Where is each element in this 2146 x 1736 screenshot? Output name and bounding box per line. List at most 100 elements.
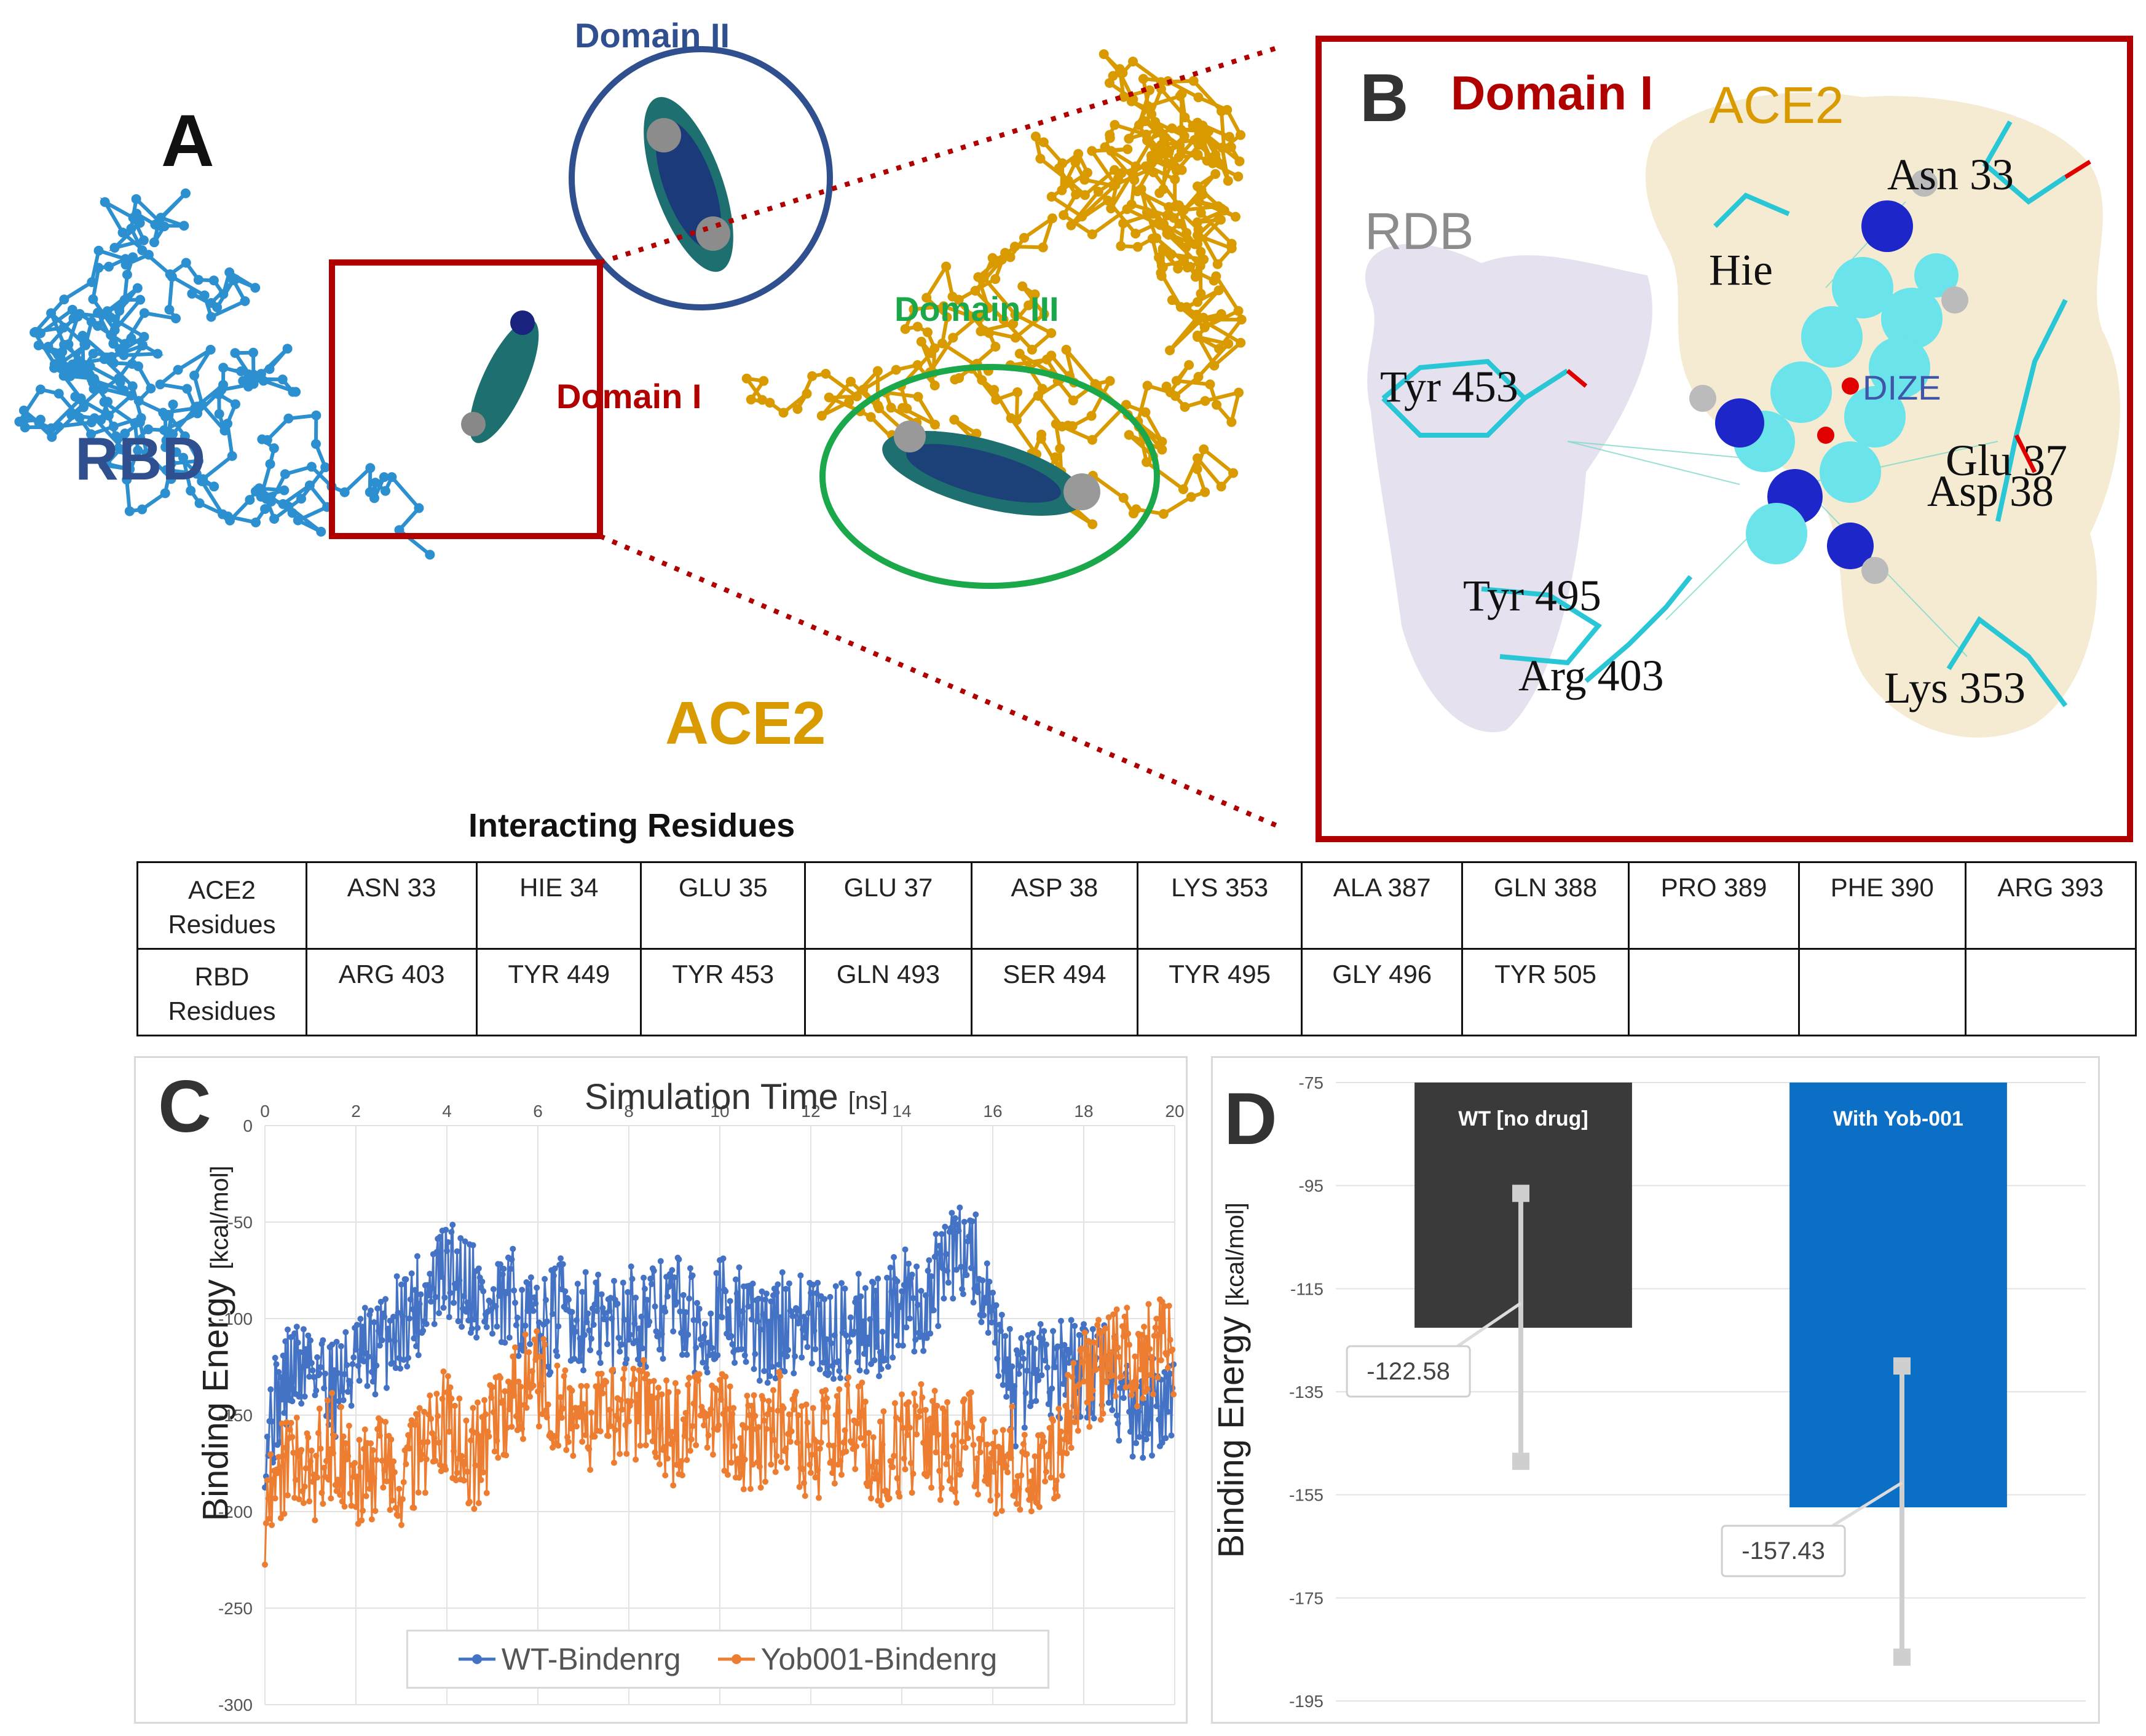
series-point [687, 1265, 693, 1272]
series-point [264, 1434, 270, 1440]
series-point [1118, 1372, 1125, 1379]
domain-iii-ring [819, 364, 1160, 589]
series-point [695, 1317, 701, 1324]
series-point [838, 1472, 845, 1478]
backbone-atom [138, 341, 148, 351]
series-point [1121, 1313, 1128, 1320]
series-point [636, 1325, 642, 1332]
series-point [514, 1314, 521, 1321]
backbone-atom [209, 481, 219, 492]
series-point [717, 1376, 723, 1383]
series-point [1071, 1419, 1078, 1426]
backbone-atom [228, 275, 239, 285]
backbone-atom [1196, 247, 1206, 257]
panel-c-letter: C [158, 1065, 211, 1148]
backbone-atom [93, 245, 104, 256]
series-point [893, 1414, 899, 1421]
series-point [641, 1357, 647, 1363]
backbone-atom [166, 474, 176, 484]
series-point [950, 1295, 957, 1302]
series-point [1003, 1462, 1010, 1469]
backbone-atom [1008, 318, 1019, 329]
backbone-atom [937, 338, 947, 349]
backbone-atom [1066, 220, 1076, 231]
series-point [779, 1269, 786, 1276]
series-point [376, 1328, 382, 1335]
panel-b-structure [1365, 92, 2120, 738]
series-point [329, 1341, 336, 1348]
series-point [302, 1346, 309, 1352]
chart-c-ylabel: Binding Energy [kcal/mol] [195, 1166, 237, 1521]
backbone-atom [1185, 262, 1196, 272]
series-point [912, 1403, 919, 1410]
series-point [481, 1397, 488, 1403]
series-point [615, 1416, 622, 1423]
series-point [439, 1395, 446, 1402]
series-point [488, 1394, 495, 1401]
series-point [832, 1411, 839, 1418]
series-point [1076, 1381, 1083, 1388]
series-point [1067, 1349, 1073, 1356]
series-point [388, 1436, 395, 1443]
backbone-atom [254, 483, 264, 494]
series-point [379, 1337, 385, 1344]
series-point [936, 1467, 943, 1474]
backbone-atom [43, 341, 53, 352]
backbone-atom [306, 462, 317, 472]
backbone-atom [916, 336, 926, 347]
series-point [736, 1264, 743, 1271]
series-point [799, 1354, 805, 1361]
series-point [588, 1410, 594, 1416]
panel-b: B Domain I ACE2 RDB DIZE Asn 33 Hie Tyr … [1316, 36, 2133, 842]
series-point [828, 1340, 835, 1347]
backbone-atom [845, 376, 856, 387]
backbone-atom [1226, 142, 1236, 152]
series-point [269, 1521, 275, 1528]
series-point [340, 1397, 347, 1403]
series-point [759, 1288, 765, 1295]
series-point [502, 1388, 508, 1395]
series-point [1036, 1504, 1043, 1510]
backbone-atom [977, 375, 987, 385]
series-point [1000, 1427, 1006, 1434]
series-point [280, 1352, 286, 1359]
series-point [808, 1451, 815, 1458]
series-point [467, 1499, 473, 1505]
backbone-atom [1024, 300, 1034, 310]
series-point [761, 1418, 768, 1424]
series-point [1150, 1391, 1156, 1398]
backbone-atom [36, 384, 45, 395]
series-point [741, 1456, 748, 1463]
backbone-atom [1189, 239, 1200, 250]
backbone-atom [194, 498, 205, 508]
backbone-atom [128, 252, 138, 262]
backbone-atom [1122, 144, 1133, 154]
series-point [1135, 1408, 1142, 1415]
backbone-atom [173, 365, 183, 375]
backbone-atom [891, 365, 901, 375]
backbone-atom [103, 410, 114, 420]
series-point [756, 1378, 763, 1384]
series-point [987, 1497, 994, 1504]
series-point [298, 1400, 305, 1407]
series-point [864, 1335, 871, 1341]
backbone-atom [1226, 417, 1237, 427]
series-point [674, 1389, 681, 1395]
series-point [681, 1344, 688, 1351]
backbone-atom [114, 373, 124, 384]
series-point [1164, 1408, 1171, 1415]
series-point [519, 1287, 526, 1293]
data-label: -157.43 [1742, 1537, 1825, 1564]
series-point [658, 1391, 665, 1398]
backbone-atom [1209, 141, 1219, 151]
series-point [803, 1401, 810, 1408]
chart-d-ylabel: Binding Energy [kcal/mol] [1211, 1202, 1252, 1558]
backbone-atom [102, 306, 112, 317]
series-point [408, 1417, 415, 1424]
series-point [293, 1414, 300, 1421]
series-point [267, 1386, 274, 1393]
series-point [678, 1458, 685, 1465]
series-point [339, 1498, 345, 1505]
series-point [489, 1330, 495, 1337]
backbone-atom [1093, 186, 1103, 197]
